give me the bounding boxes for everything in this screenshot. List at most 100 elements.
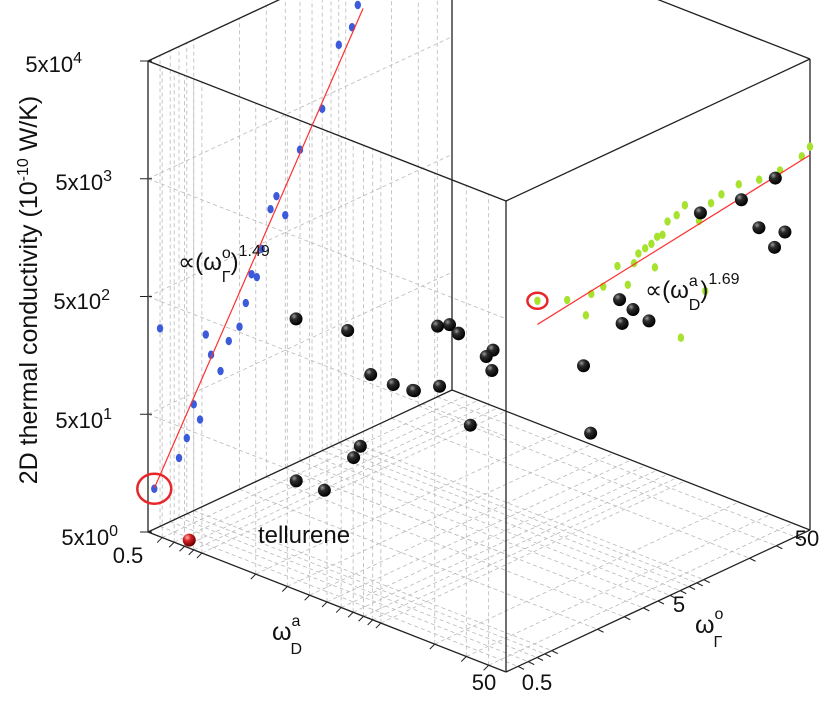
highlight-circle [526,291,549,311]
projection-d-point [681,201,689,210]
projection-gamma-point [225,336,232,346]
y-tick-mark [703,579,710,584]
grid-line [147,296,507,437]
y-tick-mark [536,657,544,661]
material-point [443,318,457,332]
material-point [778,225,792,239]
projection-gamma-point [183,433,191,443]
x-tick-label: 50 [472,670,496,695]
material-point [364,368,378,382]
material-point [693,206,707,220]
grid-line [466,514,771,657]
grid-line [338,442,697,584]
x-tick-mark [358,615,364,622]
projection-d-point [806,142,814,151]
projection-d-point [635,249,642,258]
z-tick-label: 5x104 [25,50,82,77]
projection-d-point [651,263,659,272]
y-tick-mark [696,582,704,587]
plot-box [140,0,811,673]
tellurene-point [182,533,196,547]
grid-line [341,465,646,608]
box-edge [147,60,507,202]
y-tick-mark [749,557,756,562]
projection-d-point [702,286,709,296]
y-tick-mark [527,661,535,666]
projection-d-point [614,261,621,271]
fit-lines [153,8,811,489]
grid-line [418,405,777,547]
projection-gamma-point [253,272,261,282]
material-point [463,418,477,432]
projection-d-point [648,239,655,249]
box-edge [505,58,811,202]
projection-gamma-point [282,210,289,220]
d-fit-line [537,154,811,325]
grid-line [299,460,659,602]
box-edge [147,389,453,533]
projection-gamma-point [296,145,304,154]
grid-line [193,510,552,651]
grid-line [330,446,690,587]
projection-gamma-point [258,244,265,253]
material-point [407,384,421,398]
projection-gamma-point [217,366,224,376]
projection-d-point [659,230,666,240]
x-tick-mark [179,545,185,552]
grid-line [345,439,704,580]
material-point [577,359,591,373]
y-tick-mark [688,586,696,590]
grid-line [186,513,545,655]
grid-line [178,517,538,658]
projection-gamma-point [267,205,274,214]
y-tick-label: 5 [673,592,685,617]
y-tick-mark [597,628,604,633]
x-tick-mark [168,541,175,548]
grid-line [391,417,750,559]
material-point [431,319,445,333]
highlight-circles [136,291,549,505]
material-point [642,314,656,328]
highlight-circle [136,472,173,505]
y-tick-mark [624,616,631,621]
box-edge [451,389,811,531]
projection-d-point [677,333,685,342]
projection-d-point [673,211,680,220]
projection-gamma-point [202,330,209,339]
material-point [347,451,361,465]
projection-gamma-point [273,191,280,201]
material-point [768,171,782,185]
y-tick-mark [776,545,783,550]
box-edge [147,0,281,62]
projection-d-point [563,295,571,305]
projection-gamma-point [335,40,343,50]
grid-line [434,501,739,645]
d-fit-label: ∝(ωa D)1.69 [645,271,740,314]
material-point [353,439,367,453]
material-points [182,171,792,547]
gamma-fit-label: ∝(ωo Γ)1.49 [178,243,270,286]
grid-line [239,488,598,630]
x-tick-mark [281,586,288,592]
grid-line [380,480,686,624]
material-point [485,364,499,378]
x-tick-mark [196,552,203,559]
y-tick-mark [679,590,687,595]
z-tick-label: 5x103 [55,168,112,195]
projection-gamma-point [236,322,243,331]
x-tick-mark [335,607,342,613]
x-tick-mark [156,537,163,543]
y-tick-label: 50 [795,526,819,551]
y-tick-mark [795,536,802,541]
projection-gamma-point [151,484,158,493]
material-point [613,293,627,307]
material-point [289,474,303,488]
grid-line [159,526,519,667]
projection-d-point [718,190,725,199]
material-point [289,312,303,326]
y-tick-mark [643,607,650,612]
projection-gamma-point [354,0,361,10]
projection-d-point [707,198,715,208]
y-tick-mark [657,600,665,605]
projection-d-point [735,180,742,189]
